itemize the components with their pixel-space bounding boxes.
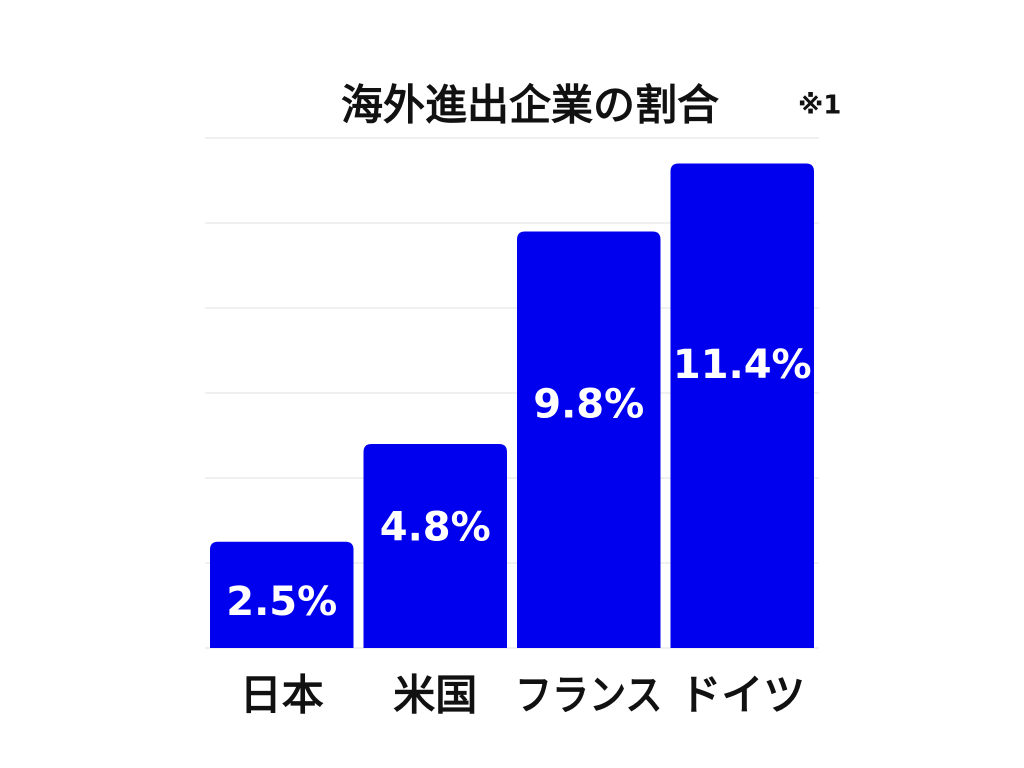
x-tick-label: ドイツ	[679, 671, 805, 720]
data-label: 2.5%	[226, 579, 337, 625]
data-label: 4.8%	[380, 505, 491, 551]
x-tick-label: フランス	[515, 671, 663, 720]
bar	[670, 163, 814, 648]
chart-title: 海外進出企業の割合	[341, 81, 719, 130]
x-tick-label: 米国	[393, 671, 477, 720]
annotation: ※1	[798, 91, 841, 121]
x-tick-label: 日本	[240, 671, 324, 720]
bar	[517, 231, 661, 648]
bar	[210, 541, 354, 648]
bar	[363, 444, 507, 648]
data-label: 11.4%	[673, 342, 812, 388]
data-label: 9.8%	[533, 381, 644, 427]
